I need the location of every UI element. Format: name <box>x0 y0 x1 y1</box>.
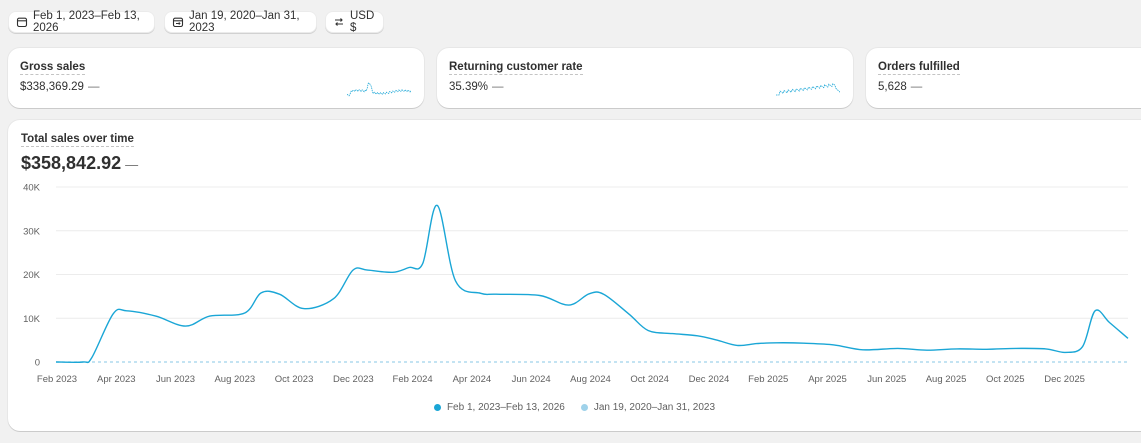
chart-legend: Feb 1, 2023–Feb 13, 2026 Jan 19, 2020–Ja… <box>8 402 1141 413</box>
metric-title: Gross sales <box>20 61 86 75</box>
currency-label: USD $ <box>350 10 375 34</box>
metric-value: 35.39% — <box>449 81 504 93</box>
date-range-label: Feb 1, 2023–Feb 13, 2026 <box>33 10 140 34</box>
x-tick-label: Feb 2024 <box>393 374 433 385</box>
metric-value: 5,628— <box>878 81 923 93</box>
chart-title: Total sales over time <box>21 133 134 147</box>
y-tick-label: 0 <box>35 358 40 369</box>
x-tick-label: Apr 2025 <box>808 374 847 385</box>
compare-range-picker[interactable]: Jan 19, 2020–Jan 31, 2023 <box>164 10 317 34</box>
x-tick-label: Jun 2025 <box>867 374 906 385</box>
sparkline-path <box>776 83 840 96</box>
x-tick-label: Oct 2024 <box>630 374 669 385</box>
legend-label-comparison: Jan 19, 2020–Jan 31, 2023 <box>593 402 716 413</box>
series-line-current <box>55 204 1129 364</box>
currency-exchange-icon <box>335 18 343 26</box>
date-range-picker[interactable]: Feb 1, 2023–Feb 13, 2026 <box>8 10 155 34</box>
x-tick-label: Aug 2024 <box>570 374 611 385</box>
compare-range-label: Jan 19, 2020–Jan 31, 2023 <box>189 10 300 34</box>
metric-title: Returning customer rate <box>449 61 583 75</box>
currency-selector[interactable]: USD $ <box>325 10 384 34</box>
returning-rate-sparkline <box>776 83 840 96</box>
metric-card-returning-customer-rate[interactable]: Returning customer rate 35.39% — <box>437 48 853 108</box>
y-tick-label: 30K <box>23 226 41 237</box>
metric-title: Orders fulfilled <box>878 61 960 75</box>
legend-label-current: Feb 1, 2023–Feb 13, 2026 <box>446 402 565 413</box>
legend-item-comparison[interactable]: Jan 19, 2020–Jan 31, 2023 <box>580 402 716 413</box>
x-tick-label: Feb 2023 <box>37 374 77 385</box>
calendar-icon <box>16 17 28 28</box>
x-tick-label: Aug 2025 <box>926 374 967 385</box>
x-tick-label: Oct 2025 <box>986 374 1025 385</box>
x-tick-label: Feb 2025 <box>748 374 788 385</box>
y-tick-label: 20K <box>23 270 41 281</box>
metric-card-gross-sales[interactable]: Gross sales $338,369.29— <box>8 48 424 108</box>
x-tick-label: Jun 2023 <box>156 374 195 385</box>
metric-card-orders-fulfilled[interactable]: Orders fulfilled 5,628— <box>866 48 1141 108</box>
x-tick-label: Apr 2024 <box>453 374 492 385</box>
x-tick-label: Dec 2024 <box>689 374 730 385</box>
y-tick-label: 10K <box>23 314 41 325</box>
x-tick-label: Oct 2023 <box>275 374 314 385</box>
x-tick-label: Dec 2023 <box>333 374 374 385</box>
x-tick-label: Dec 2025 <box>1044 374 1085 385</box>
legend-dot-comparison <box>580 404 588 411</box>
chart-total-value: $358,842.92— <box>21 153 139 173</box>
sparkline-path <box>347 82 411 97</box>
x-tick-label: Apr 2023 <box>97 374 136 385</box>
gross-sales-sparkline <box>347 82 411 97</box>
y-tick-label: 40K <box>23 183 41 194</box>
x-tick-label: Jun 2024 <box>512 374 551 385</box>
metric-value: $338,369.29— <box>20 81 100 93</box>
legend-dot-current <box>433 404 441 411</box>
x-tick-label: Aug 2023 <box>214 374 255 385</box>
legend-item-current[interactable]: Feb 1, 2023–Feb 13, 2026 <box>433 402 565 413</box>
total-sales-line-chart[interactable]: 0 10K 20K 30K 40K Feb 2023 Apr 2023 Jun 2023 Aug… <box>8 120 1141 400</box>
calendar-compare-icon <box>172 17 184 28</box>
total-sales-card: Total sales over time $358,842.92— 0 10K 2… <box>8 120 1141 431</box>
